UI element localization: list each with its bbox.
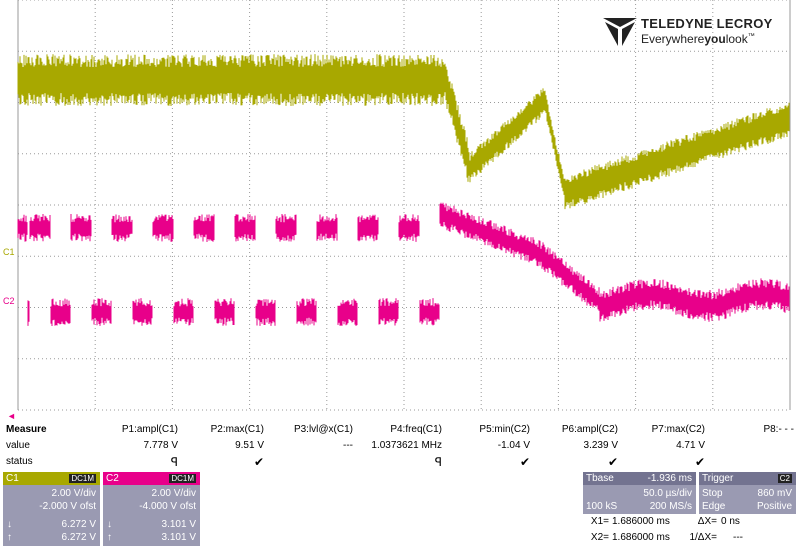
x2-value: 1.686000 ms [612,532,670,543]
brand-tagline: Everywhereyoulook™ [641,32,755,46]
ch1-descriptor[interactable]: C1 DC1M 2.00 V/div -2.000 V ofst ↓ 6.272… [3,472,100,546]
ch2-header: C2 DC1M [103,472,200,485]
ch1-offset: -2.000 V ofst [39,501,96,512]
dx-value: 0 ns [721,516,740,527]
inv-dx-label: 1/ΔX= [689,532,717,543]
ch1-marker: C1 [3,247,15,257]
trigger-source: C2 [777,474,792,483]
status-row-label: status [6,456,33,467]
p3-name[interactable]: P3:lvl@x(C1) [293,424,353,435]
timebase-label: Tbase [586,473,614,484]
ch2-descriptor[interactable]: C2 DC1M 2.00 V/div -4.000 V ofst ↓ 3.101… [103,472,200,546]
trigger-slope: Positive [756,501,792,512]
timebase-delay: -1.936 ms [647,473,692,484]
ch1-header: C1 DC1M [3,472,100,485]
trigger-marker: ◄ [7,411,16,420]
ch1-label: C1 [6,473,19,484]
timebase-tdiv: 50.0 µs/div [643,488,692,499]
timebase-descriptor[interactable]: Tbase -1.936 ms 50.0 µs/div 100 kS 200 M… [583,472,696,514]
p1-value: 7.778 V [143,440,178,451]
value-row-label: value [6,440,30,451]
p4-status-icon: ꟼ [434,455,442,469]
up-arrow-icon: ↑ [7,532,12,543]
ch2-marker: C2 [3,296,15,306]
timebase-rate: 200 MS/s [649,501,692,512]
p6-name[interactable]: P6:ampl(C2) [561,424,618,435]
dx-label: ΔX= [697,516,717,527]
p7-check-icon: ✔ [694,455,705,469]
ch2-down-value: 3.101 V [161,519,196,530]
ch2-up-value: 3.101 V [161,532,196,543]
p5-check-icon: ✔ [519,455,530,469]
x2-label: X2= [590,532,609,543]
p8-name[interactable]: P8:- - - [763,424,794,435]
trigger-header: Trigger C2 [699,472,796,485]
ch2-label: C2 [106,473,119,484]
x1-label: X1= [590,516,609,527]
ch1-trace [17,54,790,210]
measure-status-row: status ꟼ ✔ ꟼ ✔ ✔ ✔ [0,456,800,470]
trigger-type: Edge [702,501,726,512]
trigger-descriptor[interactable]: Trigger C2 Stop 860 mV Edge Positive [699,472,796,514]
teledyne-lecroy-logo: TELEDYNE LECROY Everywhereyoulook™ [603,14,793,50]
x1-value: 1.686000 ms [612,516,670,527]
measure-header-row: Measure P1:ampl(C1) P2:max(C1) P3:lvl@x(… [0,424,800,438]
trigger-mode: Stop [702,488,723,499]
ch1-coupling: DC1M [69,474,96,483]
p2-check-icon: ✔ [253,455,264,469]
brand-name: TELEDYNE LECROY [641,16,773,31]
timebase-samples: 100 kS [586,501,618,512]
scope-display[interactable]: C1 C2 ◄ [0,0,800,420]
measure-table[interactable]: Measure P1:ampl(C1) P2:max(C1) P3:lvl@x(… [0,424,800,472]
p7-value: 4.71 V [676,440,705,451]
measure-value-row: value 7.778 V 9.51 V --- 1.0373621 MHz -… [0,440,800,454]
ch1-down-value: 6.272 V [61,519,96,530]
p2-value: 9.51 V [235,440,264,451]
p1-status-icon: ꟼ [170,455,178,469]
ch1-vdiv: 2.00 V/div [51,488,96,499]
up-arrow-icon: ↑ [107,532,112,543]
ch2-offset: -4.000 V ofst [139,501,196,512]
p6-check-icon: ✔ [607,455,618,469]
down-arrow-icon: ↓ [7,519,12,530]
p4-name[interactable]: P4:freq(C1) [390,424,442,435]
down-arrow-icon: ↓ [107,519,112,530]
p4-value: 1.0373621 MHz [371,440,442,451]
channel-markers: C1 C2 ◄ [3,247,16,420]
p6-value: 3.239 V [583,440,618,451]
trigger-level: 860 mV [757,488,792,499]
ch2-vdiv: 2.00 V/div [151,488,196,499]
trigger-label: Trigger [702,473,734,484]
logo-mark-icon [603,18,637,46]
p5-name[interactable]: P5:min(C2) [479,424,530,435]
p2-name[interactable]: P2:max(C1) [210,424,264,435]
p3-value: --- [343,440,353,451]
ch2-trace [17,202,790,326]
p7-name[interactable]: P7:max(C2) [651,424,705,435]
p5-value: -1.04 V [497,440,530,451]
p1-name[interactable]: P1:ampl(C1) [121,424,178,435]
inv-dx-value: --- [733,532,743,543]
ch1-up-value: 6.272 V [61,532,96,543]
measure-title: Measure [6,424,47,435]
ch2-coupling: DC1M [169,474,196,483]
timebase-header: Tbase -1.936 ms [583,472,696,485]
